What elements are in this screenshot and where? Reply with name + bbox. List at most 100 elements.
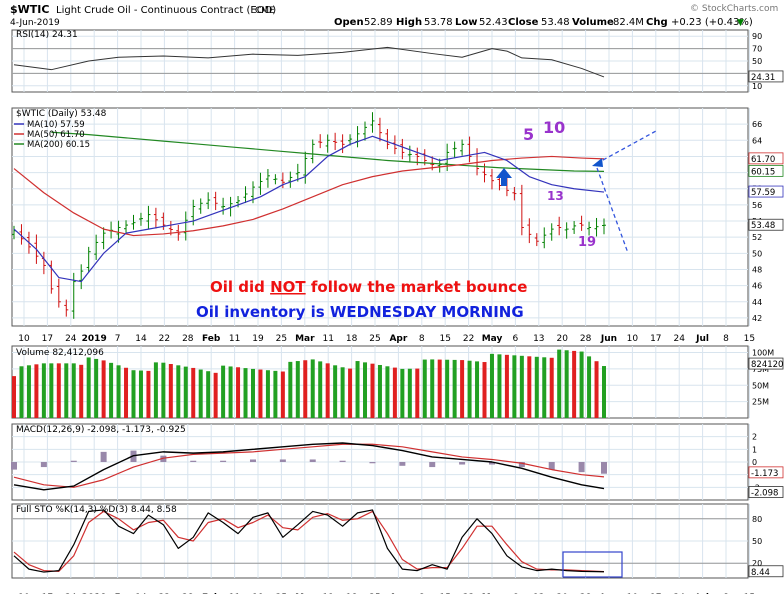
high-label: High <box>396 17 422 28</box>
x-tick-label-upper-25: Jun <box>600 334 617 344</box>
macd-histogram-bar-8 <box>249 459 256 462</box>
x-tick-label-upper-8: Feb <box>202 334 221 344</box>
rsi-current-tag: 24.31 <box>751 73 775 83</box>
headline-market-bounce: Oil did NOT follow the market bounce <box>210 278 527 296</box>
volume-bar-29 <box>228 366 233 418</box>
price-right-label-1-tag-box <box>748 164 784 177</box>
macd-histogram-bar-20 <box>601 462 607 474</box>
x-tick-label-upper-15: 25 <box>369 334 380 344</box>
volume-bar-2 <box>26 365 31 418</box>
x-tick-label-upper-24: 28 <box>580 334 592 344</box>
volume-bar-32 <box>250 368 255 418</box>
volume-bar-35 <box>273 370 278 418</box>
volume-bar-42 <box>325 363 330 418</box>
rsi-y-tick-4: 90 <box>752 32 762 41</box>
macd-histogram-bar-3 <box>100 451 107 462</box>
volume-bar-12 <box>101 360 106 418</box>
macd-signal-tag-tag-box <box>748 466 784 479</box>
volume-bar-7 <box>64 363 69 418</box>
macd-histogram-bar-2 <box>70 460 77 462</box>
x-tick-label-upper-11: 25 <box>276 334 287 344</box>
volume-bar-45 <box>348 368 353 418</box>
volume-bar-3 <box>34 364 39 418</box>
price-y-tick-5: 52 <box>752 233 762 242</box>
stoch-current-tag: 8.44 <box>751 568 770 578</box>
volume-bar-43 <box>333 365 338 418</box>
macd-signal-tag-tag: -1.173 <box>751 469 778 479</box>
volume-bar-38 <box>295 361 300 418</box>
high-value: 53.78 <box>424 17 453 28</box>
price-right-label-2-tag-box <box>748 185 784 198</box>
price-title: $WTIC (Daily) 53.48 <box>16 109 107 119</box>
macd-histogram-bar-14 <box>429 462 436 468</box>
macd-histogram-bar-12 <box>369 462 376 464</box>
x-tick-label-upper-26: 10 <box>627 334 639 344</box>
x-tick-label-upper-14: 18 <box>346 334 358 344</box>
rsi-line <box>13 46 605 78</box>
macd-histogram-bar-0 <box>11 462 17 470</box>
volume-bar-28 <box>221 365 226 418</box>
volume-y-tick-1: 50M <box>752 381 769 390</box>
price-right-label-2-tag: 57.59 <box>751 188 775 198</box>
projection-down-dashed-line <box>596 167 629 254</box>
volume-bar-22 <box>176 365 181 418</box>
volume-bar-36 <box>280 371 285 418</box>
macd-histogram-bar-17 <box>518 462 525 468</box>
price-y-tick-4: 50 <box>752 249 762 258</box>
macd-title: MACD(12,26,9) -2.098, -1.173, -0.925 <box>16 425 186 435</box>
x-tick-label-upper-22: 13 <box>533 334 544 344</box>
volume-bar-33 <box>258 369 263 418</box>
price-y-tick-11: 64 <box>752 136 762 145</box>
volume-bar-25 <box>198 369 203 418</box>
x-tick-label-upper-31: 15 <box>744 334 755 344</box>
macd-histogram-bar-10 <box>309 459 316 462</box>
volume-current-tag: 82412096 <box>751 360 784 370</box>
volume-bar-30 <box>236 367 241 418</box>
volume-bar-4 <box>41 363 46 418</box>
volume-bar-10 <box>86 357 91 418</box>
volume-bar-72 <box>549 357 554 418</box>
x-tick-label-upper-20: May <box>482 334 503 344</box>
x-tick-label-upper-10: 19 <box>252 334 264 344</box>
low-label: Low <box>455 17 477 28</box>
price-y-tick-2: 46 <box>752 282 762 291</box>
x-tick-label-upper-0: 10 <box>18 334 30 344</box>
x-tick-label-upper-23: 20 <box>556 334 568 344</box>
watermark: © StockCharts.com <box>690 4 778 14</box>
volume-bar-62 <box>475 361 480 418</box>
stoch-y-tick-1: 50 <box>752 537 762 546</box>
volume-bar-41 <box>318 361 323 418</box>
ma10-legend: MA(10) 57.59 <box>27 120 85 130</box>
volume-bar-44 <box>340 367 345 418</box>
volume-bar-75 <box>572 350 577 418</box>
ma-legend: MA(10) 57.59 MA(50) 61.70 MA(200) 60.15 <box>14 120 90 150</box>
volume-bar-78 <box>594 361 599 418</box>
volume-bar-53 <box>407 368 412 418</box>
chg-arrow-icon: ▼ <box>737 18 744 28</box>
volume-bar-57 <box>437 359 442 418</box>
blue-up-arrow-marker-icon <box>496 168 512 186</box>
chart-exchange: CME <box>255 6 275 16</box>
volume-bar-24 <box>191 367 196 418</box>
price-y-tick-1: 44 <box>752 298 762 307</box>
volume-bar-55 <box>422 359 427 418</box>
x-tick-label-upper-3: 2019 <box>82 334 107 344</box>
volume-bar-79 <box>602 366 606 418</box>
stoch-oversold-highlight-box <box>562 551 623 578</box>
volume-bar-58 <box>445 359 450 418</box>
volume-bar-39 <box>303 360 308 418</box>
volume-bar-74 <box>564 350 569 418</box>
ma200-legend: MA(200) 60.15 <box>27 140 90 150</box>
volume-bar-31 <box>243 368 248 418</box>
x-tick-label-upper-16: Apr <box>389 334 407 344</box>
macd-histogram-bar-19 <box>578 462 585 473</box>
price-right-label-3-tag-box <box>748 218 784 231</box>
volume-bar-66 <box>504 354 509 418</box>
macd-value-tag-tag: -2.098 <box>751 489 778 499</box>
stoch-current-tag-box <box>748 565 784 578</box>
volume-bar-59 <box>452 359 457 418</box>
x-tick-label-upper-7: 28 <box>182 334 194 344</box>
macd-histogram-bar-15 <box>459 462 466 465</box>
volume-bar-71 <box>542 357 547 418</box>
